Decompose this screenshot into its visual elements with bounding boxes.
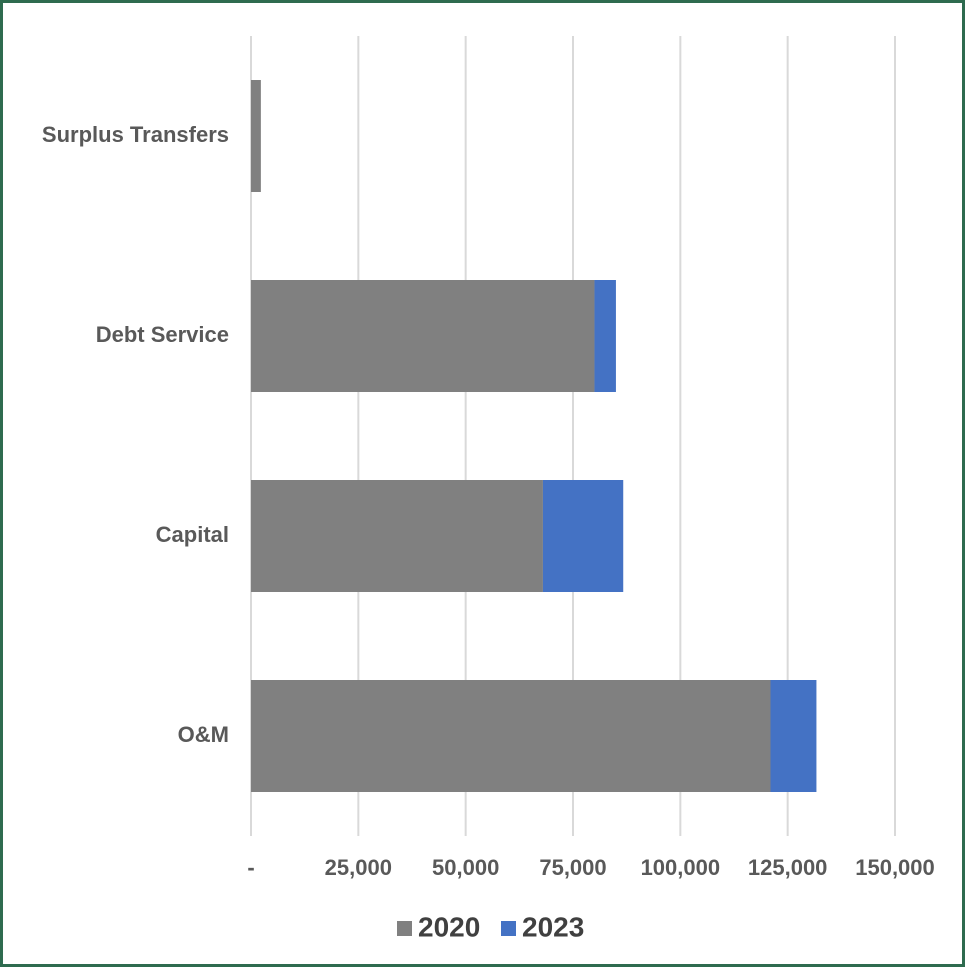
legend-swatch (501, 921, 516, 936)
x-tick-label: 50,000 (432, 855, 499, 880)
legend-label: 2020 (418, 911, 480, 942)
x-tick-label: - (247, 855, 254, 880)
x-tick-label: 150,000 (855, 855, 935, 880)
y-tick-label: O&M (178, 722, 229, 747)
legend-label: 2023 (522, 911, 584, 942)
bar-segment (251, 280, 595, 392)
y-tick-label: Surplus Transfers (42, 122, 229, 147)
legend-swatch (397, 921, 412, 936)
bar-segment (251, 80, 261, 192)
x-tick-label: 75,000 (539, 855, 606, 880)
x-tick-label: 25,000 (325, 855, 392, 880)
x-tick-label: 125,000 (748, 855, 828, 880)
y-tick-label: Capital (156, 522, 229, 547)
bar-segment (251, 480, 543, 592)
y-tick-label: Debt Service (96, 322, 229, 347)
bar-segment (770, 680, 817, 792)
bar-segment (251, 680, 771, 792)
bar-segment (594, 280, 616, 392)
bar-segment (542, 480, 624, 592)
x-tick-label: 100,000 (641, 855, 721, 880)
